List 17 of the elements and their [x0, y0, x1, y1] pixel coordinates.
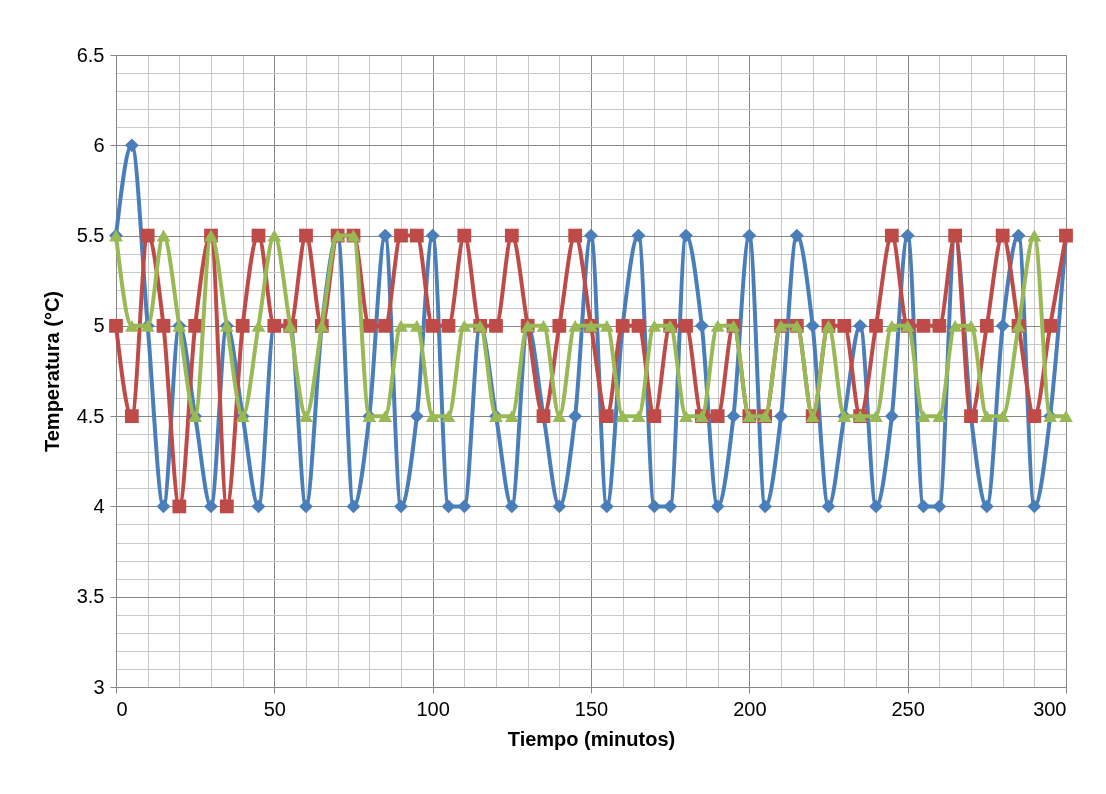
- y-tick-label: 5: [93, 314, 105, 337]
- y-tick-label: 6: [93, 133, 105, 156]
- y-tick-label: 3: [93, 675, 105, 698]
- y-axis-title: Temperatura (°C): [40, 291, 63, 452]
- x-tick-label: 250: [891, 697, 925, 720]
- x-tick-label: 300: [1033, 697, 1067, 720]
- x-tick-label: 0: [116, 697, 128, 720]
- x-tick-label: 200: [733, 697, 767, 720]
- x-tick-label: 100: [416, 697, 450, 720]
- x-tick-label: 50: [263, 697, 286, 720]
- x-tick-label: 150: [574, 697, 609, 720]
- x-axis-title: Tiempo (minutos): [507, 727, 676, 750]
- y-tick-label: 4: [93, 494, 105, 517]
- y-tick-label: 4.5: [76, 404, 105, 427]
- y-tick-label: 3.5: [76, 585, 105, 608]
- y-tick-label: 5.5: [76, 224, 105, 247]
- y-tick-label: 6.5: [76, 43, 105, 66]
